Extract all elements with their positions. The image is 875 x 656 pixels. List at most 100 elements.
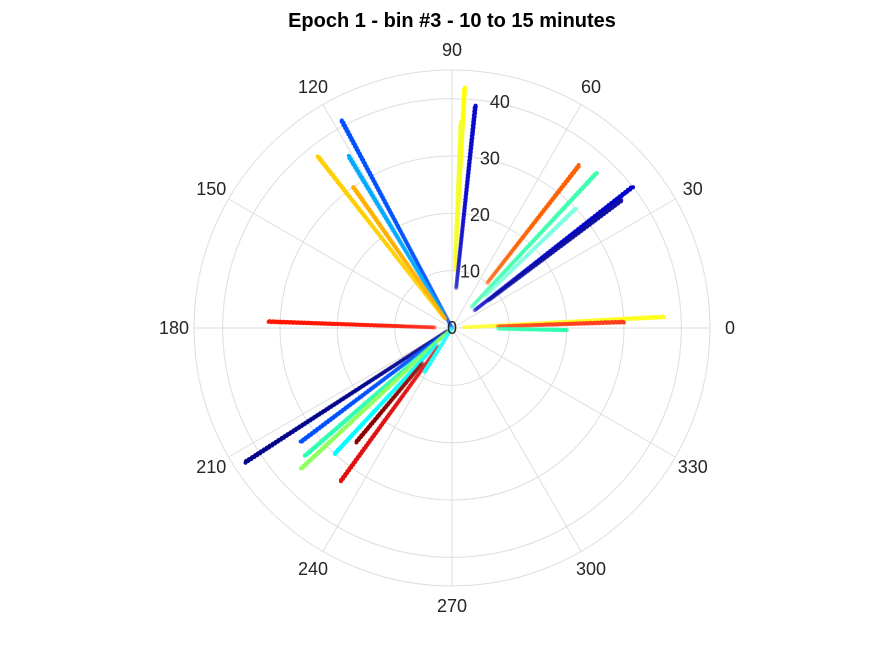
data-series bbox=[351, 185, 448, 321]
data-point bbox=[425, 341, 430, 346]
data-point bbox=[425, 284, 430, 289]
data-point bbox=[457, 254, 462, 259]
data-point bbox=[446, 319, 451, 324]
data-point bbox=[454, 278, 459, 283]
data-point bbox=[501, 276, 506, 281]
data-point bbox=[441, 315, 446, 320]
data-point bbox=[436, 337, 441, 342]
data-point bbox=[424, 289, 429, 294]
data-point bbox=[430, 338, 435, 343]
data-point bbox=[426, 286, 431, 291]
data-point bbox=[496, 326, 501, 331]
data-point bbox=[506, 324, 511, 329]
data-point bbox=[499, 288, 504, 293]
data-point bbox=[428, 295, 433, 300]
data-point bbox=[502, 286, 507, 291]
data-point bbox=[504, 256, 509, 261]
data-point bbox=[499, 323, 504, 328]
data-point bbox=[478, 324, 483, 329]
data-point bbox=[458, 247, 463, 252]
data-point bbox=[453, 253, 458, 258]
data-point bbox=[503, 324, 508, 329]
data-point bbox=[420, 351, 425, 356]
data-point bbox=[406, 324, 411, 329]
data-point bbox=[496, 275, 501, 280]
data-point bbox=[424, 278, 429, 283]
data-point bbox=[491, 286, 496, 291]
data-point bbox=[427, 283, 432, 288]
data-point bbox=[499, 287, 504, 292]
data-point bbox=[503, 257, 508, 262]
data-point bbox=[576, 163, 581, 168]
theta-tick-label: 180 bbox=[159, 318, 189, 338]
data-point bbox=[431, 295, 436, 300]
data-point bbox=[508, 281, 513, 286]
data-point bbox=[485, 291, 490, 296]
data-point bbox=[426, 287, 431, 292]
data-point bbox=[485, 292, 490, 297]
data-point bbox=[442, 311, 447, 316]
data-point bbox=[453, 246, 458, 251]
data-point bbox=[482, 324, 487, 329]
data-point bbox=[453, 266, 458, 271]
data-point bbox=[494, 282, 499, 287]
data-point bbox=[411, 359, 416, 364]
data-point bbox=[495, 290, 500, 295]
data-point bbox=[441, 314, 446, 319]
data-point bbox=[477, 304, 482, 309]
data-point bbox=[619, 198, 624, 203]
data-point bbox=[431, 294, 436, 299]
data-point bbox=[435, 307, 440, 312]
data-point bbox=[440, 308, 445, 313]
data-point bbox=[508, 282, 513, 287]
data-series bbox=[454, 103, 478, 291]
data-point bbox=[457, 257, 462, 262]
data-point bbox=[420, 277, 425, 282]
data-point bbox=[409, 351, 414, 356]
data-point bbox=[427, 342, 432, 347]
data-point bbox=[497, 324, 502, 329]
data-point bbox=[441, 311, 446, 316]
data-point bbox=[490, 295, 495, 300]
data-point bbox=[414, 352, 419, 357]
data-point bbox=[431, 290, 436, 295]
data-point bbox=[442, 316, 447, 321]
data-point bbox=[426, 281, 431, 286]
data-point bbox=[422, 349, 427, 354]
data-point bbox=[419, 353, 424, 358]
data-point bbox=[438, 304, 443, 309]
data-point bbox=[454, 245, 459, 250]
data-point bbox=[457, 256, 462, 261]
data-point bbox=[453, 249, 458, 254]
data-point bbox=[454, 228, 459, 233]
data-point bbox=[442, 315, 447, 320]
data-point bbox=[494, 323, 499, 328]
data-point bbox=[478, 303, 483, 308]
data-point bbox=[507, 326, 512, 331]
data-point bbox=[453, 245, 458, 250]
data-point bbox=[482, 294, 487, 299]
data-point bbox=[419, 324, 424, 329]
data-point bbox=[456, 265, 461, 270]
data-point bbox=[427, 293, 432, 298]
data-point bbox=[454, 237, 459, 242]
data-point bbox=[455, 275, 460, 280]
data-point bbox=[402, 356, 407, 361]
data-point bbox=[488, 284, 493, 289]
data-point bbox=[424, 348, 429, 353]
data-point bbox=[346, 153, 351, 158]
data-point bbox=[487, 285, 492, 290]
data-point bbox=[440, 307, 445, 312]
data-point bbox=[500, 262, 505, 267]
data-point bbox=[504, 284, 509, 289]
data-point bbox=[425, 280, 430, 285]
data-point bbox=[437, 310, 442, 315]
data-point bbox=[453, 264, 458, 269]
data-point bbox=[441, 309, 446, 314]
data-point bbox=[406, 354, 411, 359]
data-point bbox=[449, 324, 454, 329]
data-point bbox=[417, 350, 422, 355]
data-point bbox=[517, 323, 522, 328]
data-point bbox=[454, 239, 459, 244]
data-point bbox=[434, 304, 439, 309]
